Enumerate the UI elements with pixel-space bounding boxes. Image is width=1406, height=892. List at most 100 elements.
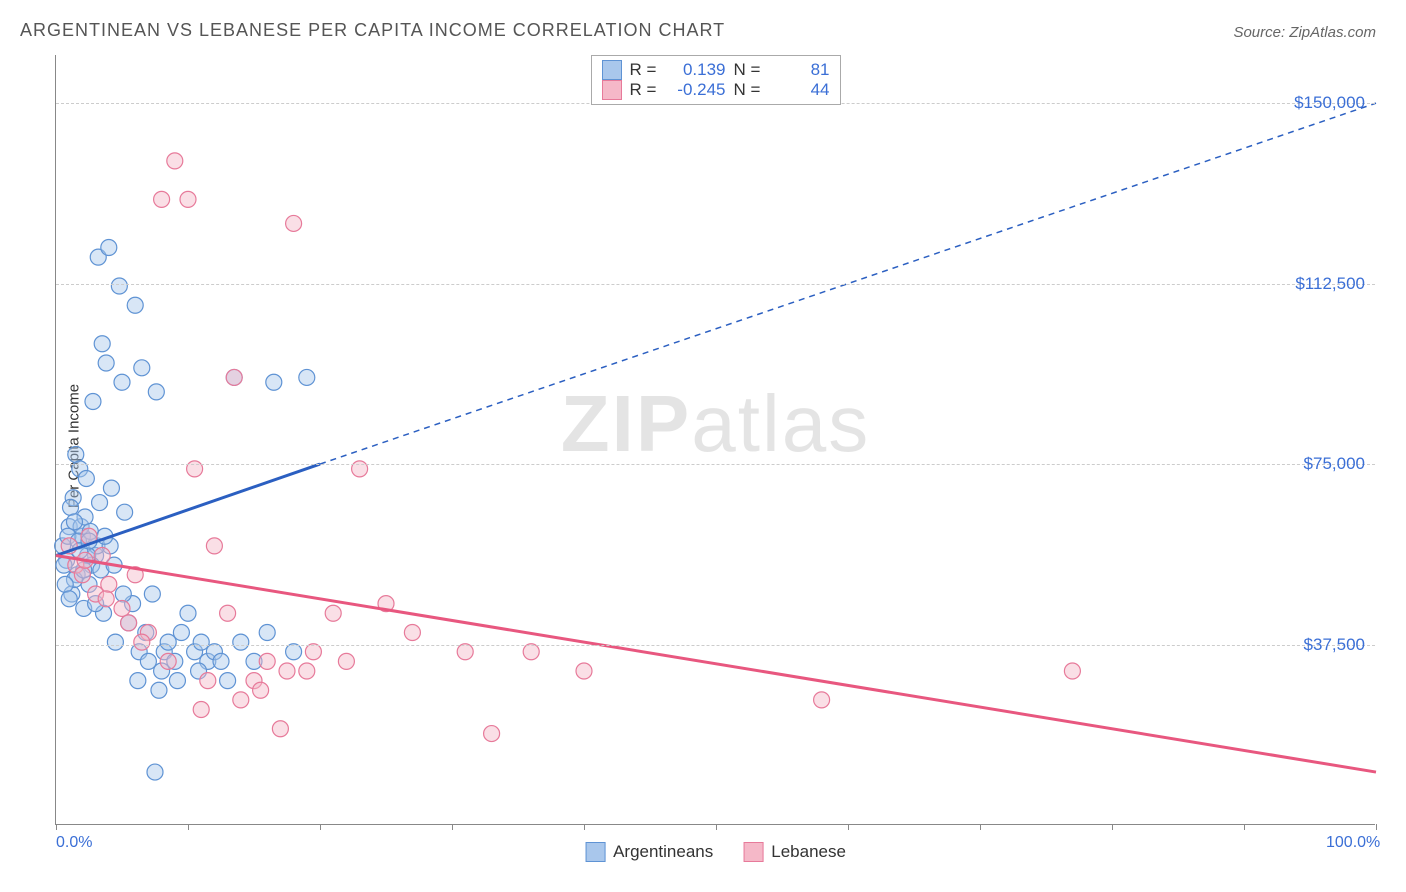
scatter-point xyxy=(130,673,146,689)
scatter-point xyxy=(200,673,216,689)
xtick xyxy=(584,824,585,830)
legend-row-argentineans: R = 0.139 N = 81 xyxy=(602,60,830,80)
scatter-point xyxy=(220,673,236,689)
scatter-point xyxy=(144,586,160,602)
scatter-point xyxy=(101,576,117,592)
scatter-point xyxy=(305,644,321,660)
swatch-argentineans xyxy=(602,60,622,80)
scatter-point xyxy=(103,480,119,496)
chart-container: ARGENTINEAN VS LEBANESE PER CAPITA INCOM… xyxy=(0,0,1406,892)
scatter-point xyxy=(61,591,77,607)
scatter-point xyxy=(94,336,110,352)
scatter-point xyxy=(259,625,275,641)
scatter-point xyxy=(63,499,79,515)
scatter-point xyxy=(286,215,302,231)
scatter-point xyxy=(151,682,167,698)
scatter-point xyxy=(127,297,143,313)
scatter-point xyxy=(92,495,108,511)
r-label-2: R = xyxy=(630,80,658,100)
scatter-point xyxy=(74,567,90,583)
gridline xyxy=(56,645,1375,646)
legend-series: Argentineans Lebanese xyxy=(585,842,846,862)
xtick xyxy=(1112,824,1113,830)
scatter-point xyxy=(220,605,236,621)
scatter-point xyxy=(173,625,189,641)
scatter-point xyxy=(160,634,176,650)
svg-layer xyxy=(56,55,1375,824)
r-label: R = xyxy=(630,60,658,80)
scatter-point xyxy=(98,355,114,371)
scatter-point xyxy=(523,644,539,660)
n-label-2: N = xyxy=(734,80,762,100)
swatch-argentineans-2 xyxy=(585,842,605,862)
scatter-point xyxy=(107,634,123,650)
scatter-point xyxy=(213,653,229,669)
xtick xyxy=(1244,824,1245,830)
gridline xyxy=(56,284,1375,285)
scatter-point xyxy=(57,576,73,592)
xtick xyxy=(716,824,717,830)
scatter-point xyxy=(140,653,156,669)
scatter-point xyxy=(169,673,185,689)
scatter-point xyxy=(134,634,150,650)
scatter-point xyxy=(114,374,130,390)
n-value-lebanese: 44 xyxy=(770,80,830,100)
scatter-point xyxy=(160,653,176,669)
swatch-lebanese-2 xyxy=(743,842,763,862)
scatter-point xyxy=(266,374,282,390)
legend-label-lebanese: Lebanese xyxy=(771,842,846,862)
scatter-point xyxy=(98,591,114,607)
scatter-point xyxy=(193,702,209,718)
scatter-point xyxy=(66,514,82,530)
scatter-point xyxy=(814,692,830,708)
scatter-point xyxy=(206,538,222,554)
xtick xyxy=(320,824,321,830)
scatter-point xyxy=(78,471,94,487)
scatter-point xyxy=(68,446,84,462)
scatter-point xyxy=(338,653,354,669)
scatter-point xyxy=(134,360,150,376)
scatter-point xyxy=(180,605,196,621)
scatter-point xyxy=(457,644,473,660)
scatter-point xyxy=(193,634,209,650)
legend-item-lebanese: Lebanese xyxy=(743,842,846,862)
xtick xyxy=(1376,824,1377,830)
xtick-label: 0.0% xyxy=(56,834,92,852)
scatter-point xyxy=(154,191,170,207)
gridline xyxy=(56,464,1375,465)
scatter-point xyxy=(259,653,275,669)
r-value-argentineans: 0.139 xyxy=(666,60,726,80)
scatter-point xyxy=(147,764,163,780)
scatter-point xyxy=(404,625,420,641)
xtick xyxy=(56,824,57,830)
scatter-point xyxy=(117,504,133,520)
swatch-lebanese xyxy=(602,80,622,100)
r-value-lebanese: -0.245 xyxy=(666,80,726,100)
legend-label-argentineans: Argentineans xyxy=(613,842,713,862)
chart-title: ARGENTINEAN VS LEBANESE PER CAPITA INCOM… xyxy=(20,20,725,41)
ytick-label: $37,500 xyxy=(1304,635,1365,655)
scatter-point xyxy=(167,153,183,169)
scatter-point xyxy=(114,600,130,616)
scatter-point xyxy=(286,644,302,660)
scatter-point xyxy=(1064,663,1080,679)
scatter-point xyxy=(325,605,341,621)
xtick-label: 100.0% xyxy=(1326,834,1380,852)
scatter-point xyxy=(233,634,249,650)
scatter-point xyxy=(279,663,295,679)
xtick xyxy=(452,824,453,830)
ytick-label: $112,500 xyxy=(1295,274,1365,294)
ytick-label: $75,000 xyxy=(1304,454,1365,474)
scatter-point xyxy=(299,663,315,679)
ytick-label: $150,000 xyxy=(1294,93,1365,113)
source-label: Source: ZipAtlas.com xyxy=(1233,24,1376,41)
scatter-point xyxy=(576,663,592,679)
scatter-point xyxy=(115,586,131,602)
n-label: N = xyxy=(734,60,762,80)
legend-row-lebanese: R = -0.245 N = 44 xyxy=(602,80,830,100)
scatter-point xyxy=(226,369,242,385)
xtick xyxy=(848,824,849,830)
plot-area: ZIPatlas R = 0.139 N = 81 R = -0.245 N =… xyxy=(55,55,1375,825)
scatter-point xyxy=(85,394,101,410)
scatter-point xyxy=(121,615,137,631)
